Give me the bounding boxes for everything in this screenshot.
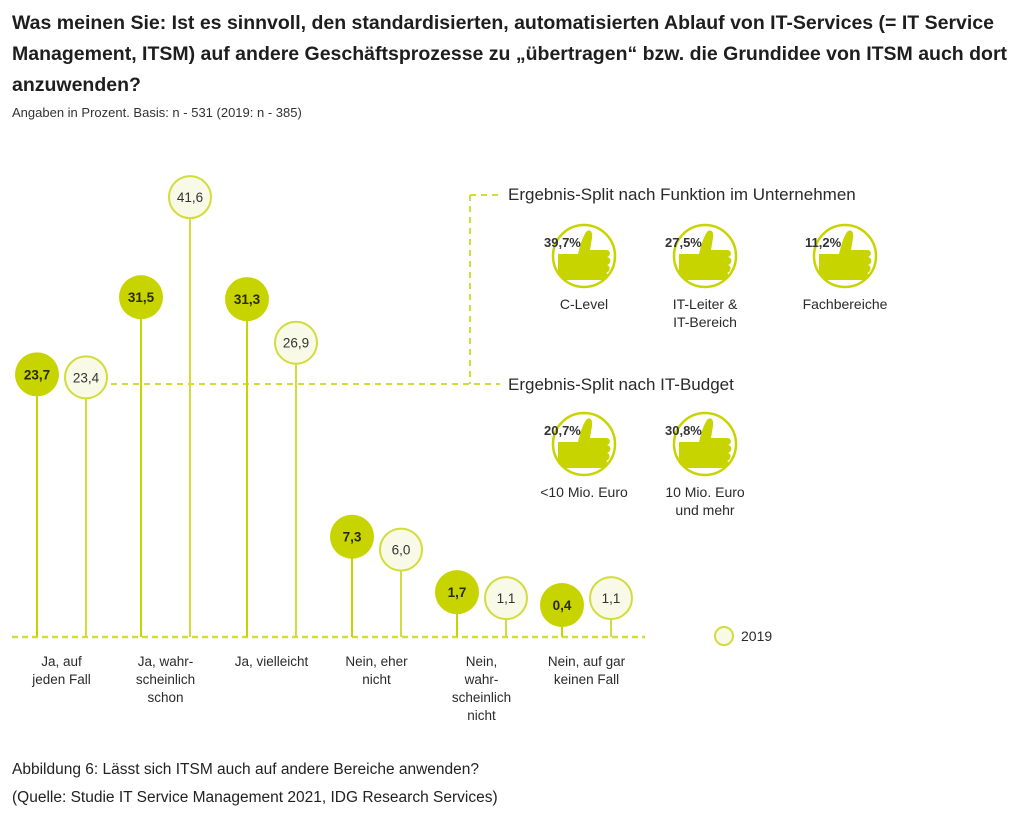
chart-title: Was meinen Sie: Ist es sinnvoll, den sta… [12, 12, 1008, 96]
split-label: <10 Mio. Euro [540, 484, 628, 500]
thumb-shape [558, 230, 611, 280]
data-label: 31,5 [128, 290, 155, 305]
category-label: Ja, vielleicht [235, 654, 309, 669]
category-label: scheinlich [136, 672, 195, 687]
data-label: 26,9 [283, 336, 309, 351]
category-label: Nein, auf gar [548, 654, 626, 669]
icon-ring [551, 223, 617, 289]
category-label: Nein, eher [345, 654, 408, 669]
thumb-shape [558, 418, 611, 468]
data-label: 23,7 [24, 367, 50, 382]
icon-ring [551, 411, 617, 477]
category-label: schon [147, 690, 183, 705]
split-value: 20,7% [544, 423, 581, 438]
thumbs-up-icon [812, 223, 878, 289]
split-value: 30,8% [665, 423, 702, 438]
legend-marker-2019 [714, 626, 734, 646]
split-label: IT-Leiter & [673, 296, 738, 312]
split-heading: Ergebnis-Split nach Funktion im Unterneh… [508, 185, 856, 204]
split-label: 10 Mio. Euro [665, 484, 745, 500]
thumbs-up-icon [551, 223, 617, 289]
legend: 2019 [714, 626, 772, 646]
split-value: 11,2% [805, 235, 842, 250]
icon-ring [672, 411, 738, 477]
lollipop-dot-2019 [168, 175, 212, 220]
thumb-shape [819, 230, 872, 280]
lollipop-dot-2019 [484, 576, 528, 621]
data-label: 1,1 [497, 591, 516, 606]
category-label: Ja, wahr- [138, 654, 194, 669]
category-label: nicht [362, 672, 391, 687]
category-label: nicht [467, 708, 496, 723]
data-label: 0,4 [553, 598, 572, 613]
split-value: 27,5% [665, 235, 702, 250]
data-label: 6,0 [392, 543, 411, 558]
split-label: C-Level [560, 296, 608, 312]
category-label: Ja, auf [41, 654, 82, 669]
thumbs-up-icon [551, 411, 617, 477]
thumbs-up-icon [672, 223, 738, 289]
thumb-shape [679, 418, 732, 468]
lollipop-dot [330, 514, 374, 559]
data-label: 1,7 [448, 585, 467, 600]
caption-line-1: Abbildung 6: Lässt sich ITSM auch auf an… [12, 761, 480, 778]
figure-caption: Abbildung 6: Lässt sich ITSM auch auf an… [12, 756, 498, 812]
split-connector-lines [100, 194, 500, 385]
lollipop-dot [435, 570, 479, 615]
data-label: 7,3 [343, 530, 362, 545]
split-heading: Ergebnis-Split nach IT-Budget [508, 375, 734, 394]
chart-subtitle: Angaben in Prozent. Basis: n - 531 (2019… [12, 105, 302, 120]
icon-ring [812, 223, 878, 289]
split-label: IT-Bereich [673, 314, 737, 330]
legend-label-2019: 2019 [741, 628, 772, 644]
lollipop-dot [225, 277, 269, 322]
lollipop-dot-2019 [379, 527, 423, 572]
icon-ring [672, 223, 738, 289]
caption-line-2: (Quelle: Studie IT Service Management 20… [12, 789, 498, 806]
lollipop-dot [15, 352, 59, 397]
category-label: wahr- [464, 672, 499, 687]
lollipop-dot-2019 [589, 576, 633, 621]
lollipop-dot [540, 583, 584, 628]
thumbs-up-icon [672, 411, 738, 477]
lollipop-dot-2019 [64, 355, 108, 400]
data-label: 41,6 [177, 190, 203, 205]
category-label: Nein, [466, 654, 498, 669]
split-label: und mehr [675, 502, 734, 518]
category-label: scheinlich [452, 690, 511, 705]
category-label: jeden Fall [31, 672, 91, 687]
data-label: 31,3 [234, 292, 261, 307]
category-label: keinen Fall [554, 672, 619, 687]
data-label: 1,1 [602, 591, 621, 606]
split-value: 39,7% [544, 235, 581, 250]
lollipop-dot [119, 275, 163, 320]
split-label: Fachbereiche [803, 296, 888, 312]
thumb-shape [679, 230, 732, 280]
lollipop-dot-2019 [274, 320, 318, 365]
data-label: 23,4 [73, 370, 100, 385]
